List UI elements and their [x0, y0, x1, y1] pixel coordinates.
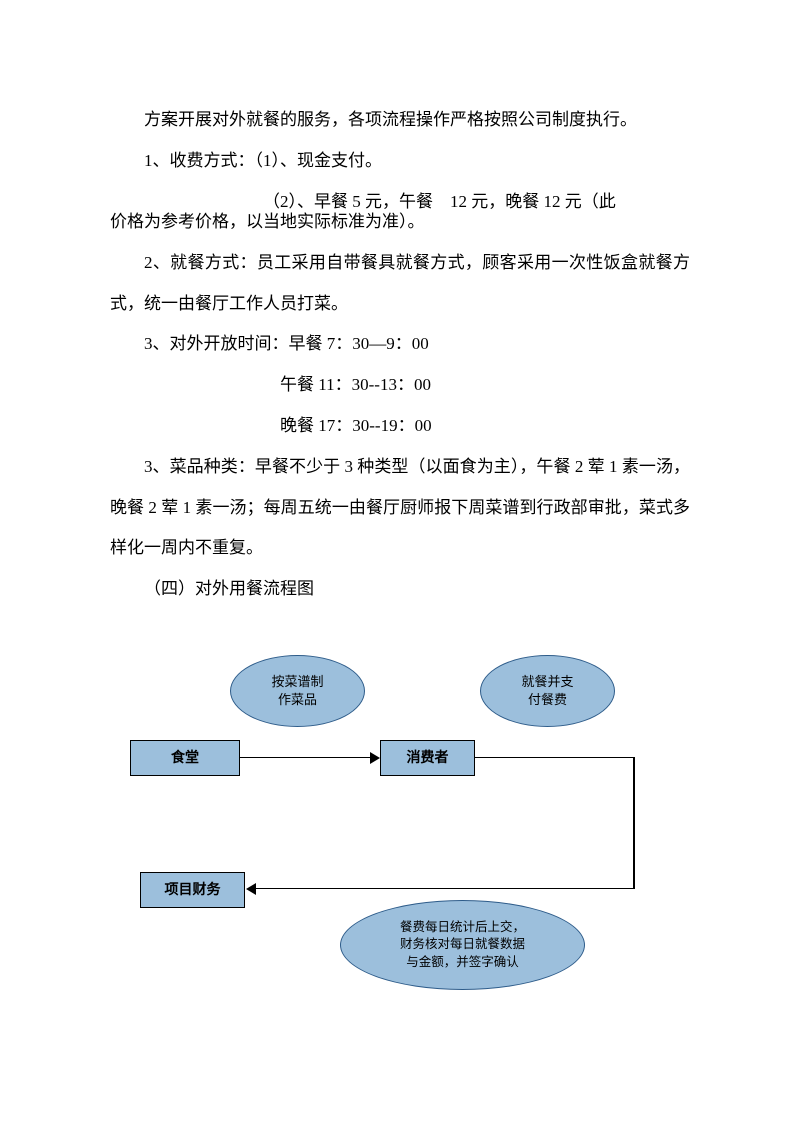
paragraph-time-1: 3、对外开放时间：早餐 7：30—9：00	[110, 324, 690, 365]
node-pay-line1: 就餐并支	[521, 673, 573, 691]
node-canteen-label: 食堂	[171, 741, 199, 775]
arrowhead-finance	[246, 883, 256, 895]
node-report-line3: 与金额，并签字确认	[406, 954, 519, 972]
paragraph-menu: 3、菜品种类：早餐不少于 3 种类型（以面食为主），午餐 2 荤 1 素一汤，晚…	[110, 447, 690, 569]
document-body: 方案开展对外就餐的服务，各项流程操作严格按照公司制度执行。 1、收费方式：（1）…	[0, 0, 800, 1040]
edge-down	[633, 757, 635, 889]
flowchart: 按菜谱制 作菜品 就餐并支 付餐费 食堂 消费者 项目财务 餐费每日统计后上交，…	[110, 640, 690, 990]
edge-left-to-finance	[255, 888, 635, 890]
paragraph-intro: 方案开展对外就餐的服务，各项流程操作严格按照公司制度执行。	[110, 100, 690, 141]
node-report-line1: 餐费每日统计后上交，	[400, 919, 525, 937]
arrowhead-consumer	[370, 752, 380, 764]
node-report-line2: 财务核对每日就餐数据	[400, 936, 525, 954]
node-consumer-rect: 消费者	[380, 740, 475, 776]
paragraph-flowtitle: （四）对外用餐流程图	[110, 569, 690, 610]
node-finance-label: 项目财务	[165, 873, 221, 907]
node-canteen-rect: 食堂	[130, 740, 240, 776]
paragraph-time-3: 晚餐 17：30--19：00	[280, 406, 690, 447]
node-cook-ellipse: 按菜谱制 作菜品	[230, 655, 365, 727]
edge-consumer-right	[475, 757, 635, 759]
node-pay-ellipse: 就餐并支 付餐费	[480, 655, 615, 727]
node-finance-rect: 项目财务	[140, 872, 245, 908]
paragraph-dining: 2、就餐方式：员工采用自带餐具就餐方式，顾客采用一次性饭盒就餐方式，统一由餐厅工…	[110, 243, 690, 325]
paragraph-time-2: 午餐 11：30--13：00	[280, 365, 690, 406]
paragraph-fee-1: 1、收费方式：（1）、现金支付。	[110, 141, 690, 182]
node-pay-line2: 付餐费	[528, 691, 567, 709]
node-consumer-label: 消费者	[407, 741, 449, 775]
node-cook-line1: 按菜谱制	[271, 673, 323, 691]
node-cook-line2: 作菜品	[278, 691, 317, 709]
edge-canteen-consumer	[240, 757, 372, 759]
node-report-ellipse: 餐费每日统计后上交， 财务核对每日就餐数据 与金额，并签字确认	[340, 900, 585, 990]
